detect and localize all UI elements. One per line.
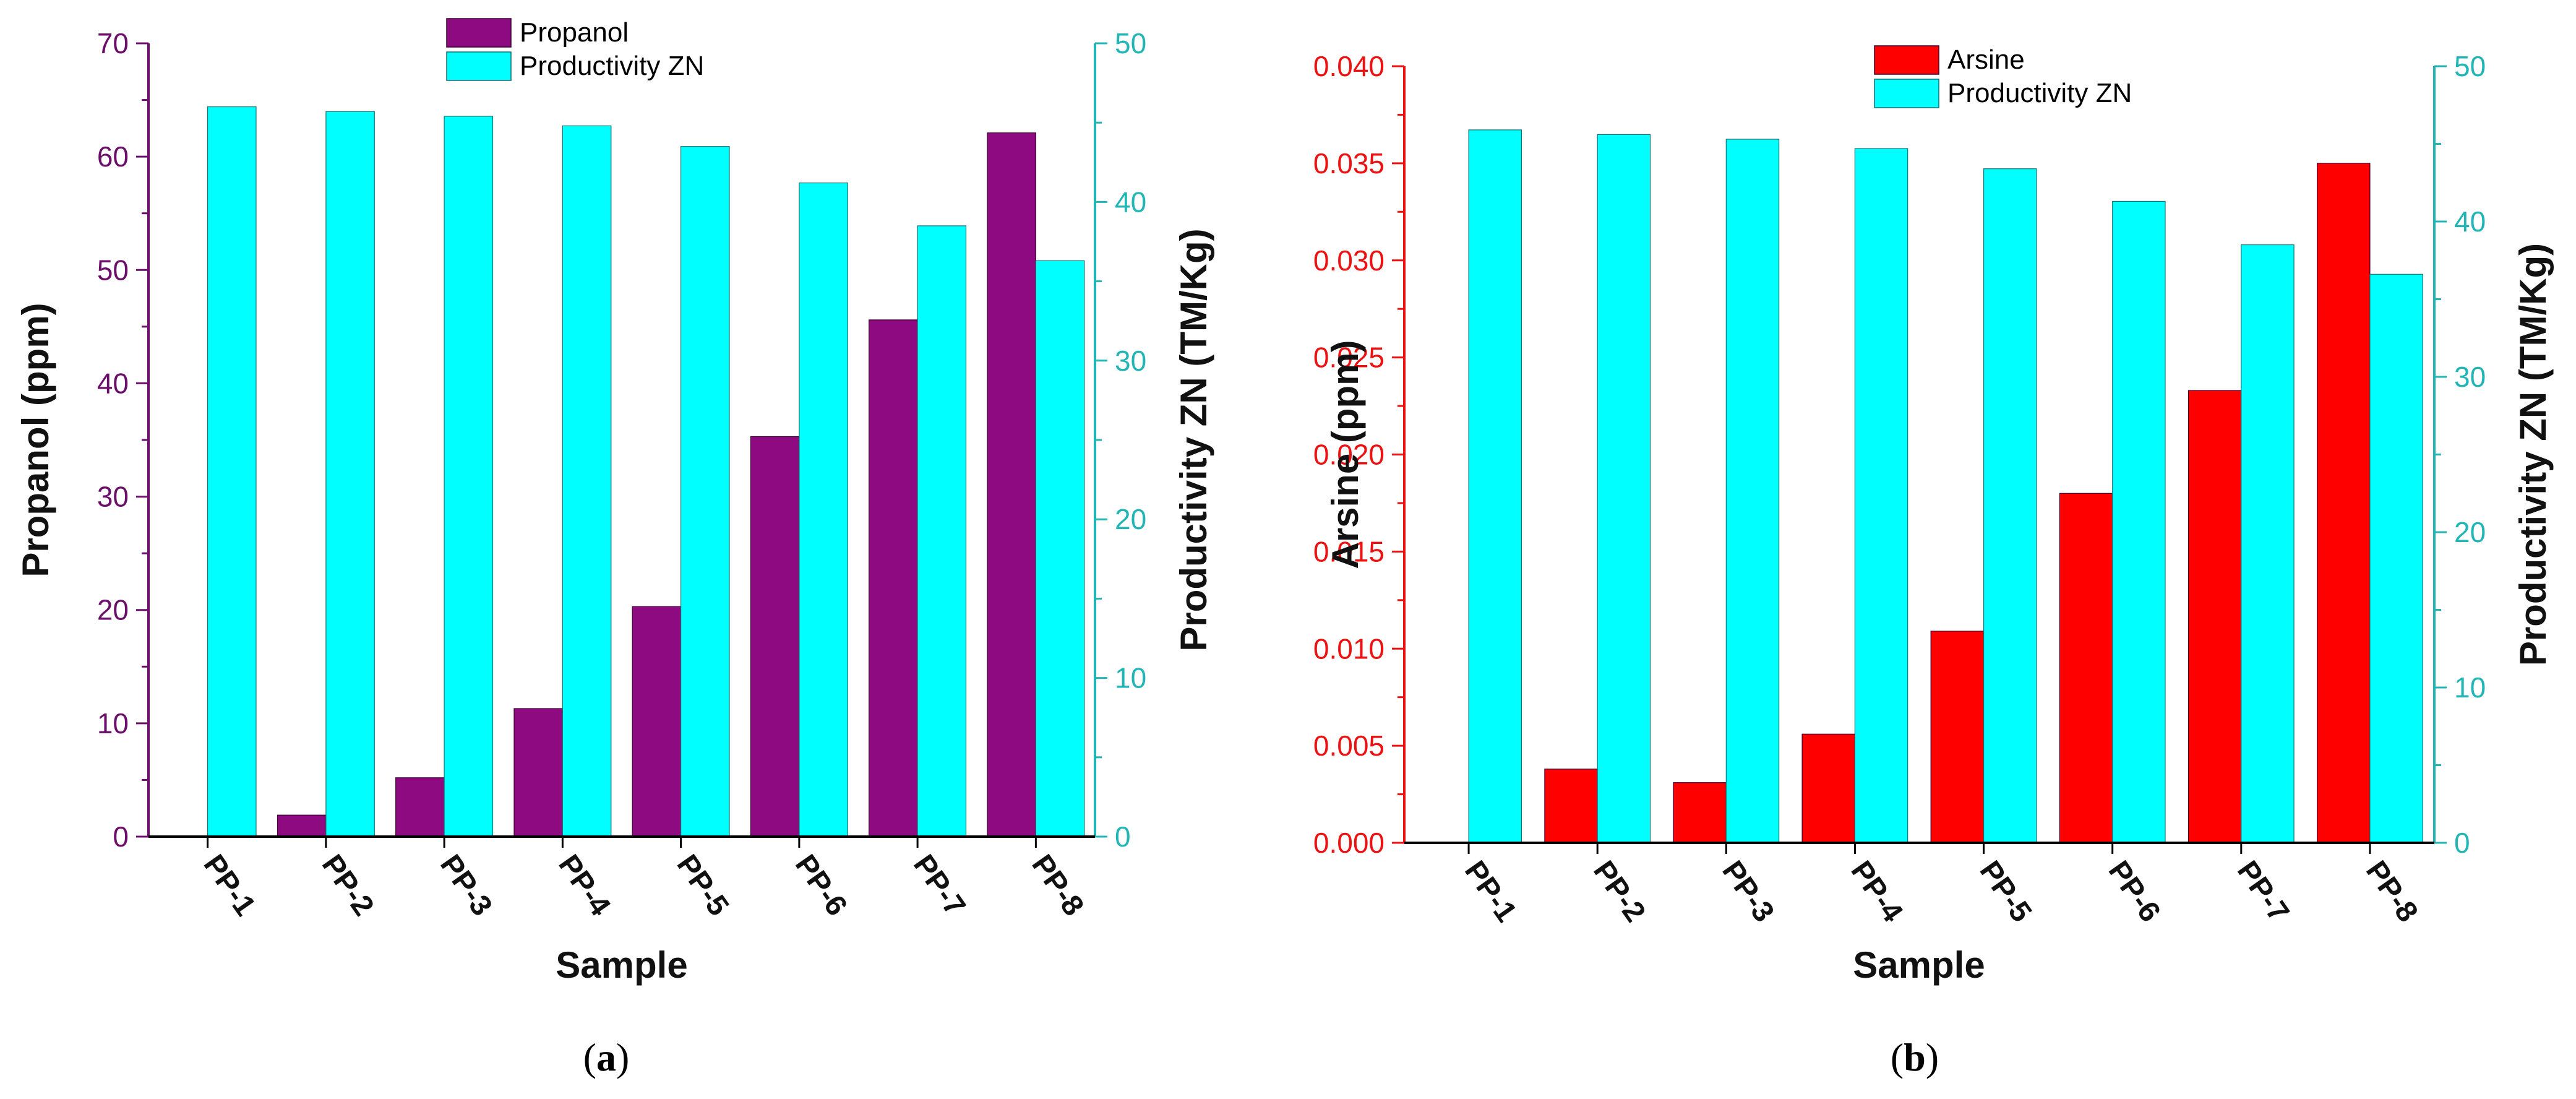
bar-propanol-pp-6 <box>750 436 800 837</box>
left-tick-label: 0 <box>113 821 129 853</box>
right-tick-label: 0 <box>2454 827 2470 859</box>
left-tick-label: 0.025 <box>1313 342 1385 374</box>
x-axis-title: Sample <box>1853 944 1985 986</box>
right-tick-label: 20 <box>1115 503 1146 535</box>
bar-productivity-zn-pp-7 <box>917 225 967 837</box>
left-tick-label: 0.030 <box>1313 244 1385 277</box>
right-tick-label: 30 <box>1115 345 1146 377</box>
bar-arsine-pp-2 <box>1544 769 1598 843</box>
left-tick-label: 60 <box>97 140 129 173</box>
bar-productivity-zn-pp-1 <box>207 106 257 837</box>
bar-productivity-zn-pp-4 <box>1854 148 1908 843</box>
bar-productivity-zn-pp-8 <box>2369 274 2423 843</box>
chart-panel-2: 0.000 0.005 0.010 0.015 0.020 0.025 0.030 0.035… <box>1313 45 2554 1079</box>
left-tick-label: 40 <box>97 367 129 399</box>
left-tick-label: 0.000 <box>1313 827 1385 859</box>
left-axis-title: Arsine (ppm) <box>1324 340 1366 569</box>
left-tick-label: 0.015 <box>1313 535 1385 567</box>
right-tick-label: 10 <box>1115 662 1146 694</box>
left-tick-label: 70 <box>97 27 129 59</box>
right-tick-label: 40 <box>1115 186 1146 218</box>
left-tick-label: 30 <box>97 481 129 513</box>
legend-swatch-productivity-zn <box>1874 79 1939 108</box>
left-tick-label: 0.010 <box>1313 632 1385 665</box>
left-tick-label: 0.035 <box>1313 147 1385 179</box>
bar-productivity-zn-pp-3 <box>444 116 494 837</box>
right-axis-title: Productivity ZN (TM/Kg) <box>1173 228 1214 651</box>
legend-label-arsine: Arsine <box>1947 45 2025 75</box>
bar-productivity-zn-pp-6 <box>2112 200 2166 843</box>
bar-propanol-pp-2 <box>277 814 327 837</box>
bar-productivity-zn-pp-8 <box>1035 260 1085 837</box>
right-tick-label: 20 <box>2454 516 2486 548</box>
panel-label: (a) <box>583 1035 630 1079</box>
bar-arsine-pp-8 <box>2317 163 2371 843</box>
bar-productivity-zn-pp-4 <box>562 125 612 837</box>
legend-swatch-propanol <box>446 18 512 48</box>
bar-productivity-zn-pp-1 <box>1468 129 1522 843</box>
bar-productivity-zn-pp-7 <box>2241 244 2295 843</box>
left-tick-label: 50 <box>97 254 129 286</box>
bar-propanol-pp-7 <box>869 319 918 837</box>
left-tick-label: 0.005 <box>1313 730 1385 762</box>
bar-productivity-zn-pp-5 <box>680 146 730 837</box>
legend-label-productivity-zn: Productivity ZN <box>1947 78 2132 108</box>
bar-propanol-pp-4 <box>513 708 564 837</box>
bar-arsine-pp-6 <box>2059 493 2113 843</box>
left-axis-title: Propanol (ppm) <box>15 303 56 577</box>
x-axis-title: Sample <box>556 944 687 986</box>
left-tick-label: 10 <box>97 707 129 739</box>
bar-productivity-zn-pp-5 <box>1983 168 2037 843</box>
left-tick-label: 0.040 <box>1313 50 1385 82</box>
bar-productivity-zn-pp-6 <box>799 183 848 837</box>
right-tick-label: 10 <box>2454 671 2486 704</box>
right-tick-label: 30 <box>2454 361 2486 393</box>
right-axis-title: Productivity ZN (TM/Kg) <box>2512 243 2554 666</box>
legend-label-productivity-zn: Productivity ZN <box>520 51 704 81</box>
left-tick-label: 0.020 <box>1313 439 1385 471</box>
bar-productivity-zn-pp-3 <box>1725 139 1780 843</box>
bar-arsine-pp-5 <box>1930 631 1985 843</box>
legend-swatch-productivity-zn <box>446 51 512 81</box>
right-tick-label: 40 <box>2454 205 2486 238</box>
bar-arsine-pp-4 <box>1801 733 1856 843</box>
bar-arsine-pp-3 <box>1673 782 1727 843</box>
bar-propanol-pp-8 <box>987 132 1037 837</box>
legend-swatch-arsine <box>1874 45 1939 75</box>
panel-label: (b) <box>1891 1035 1939 1079</box>
right-tick-label: 0 <box>1115 821 1131 853</box>
bar-propanol-pp-3 <box>395 777 445 837</box>
bar-arsine-pp-7 <box>2187 390 2242 843</box>
legend-label-propanol: Propanol <box>520 17 629 48</box>
bar-propanol-pp-5 <box>632 606 682 837</box>
left-tick-label: 20 <box>97 594 129 626</box>
bar-productivity-zn-pp-2 <box>325 111 375 837</box>
bar-productivity-zn-pp-2 <box>1597 134 1651 843</box>
right-tick-label: 50 <box>2454 50 2486 82</box>
right-tick-label: 50 <box>1115 27 1146 59</box>
